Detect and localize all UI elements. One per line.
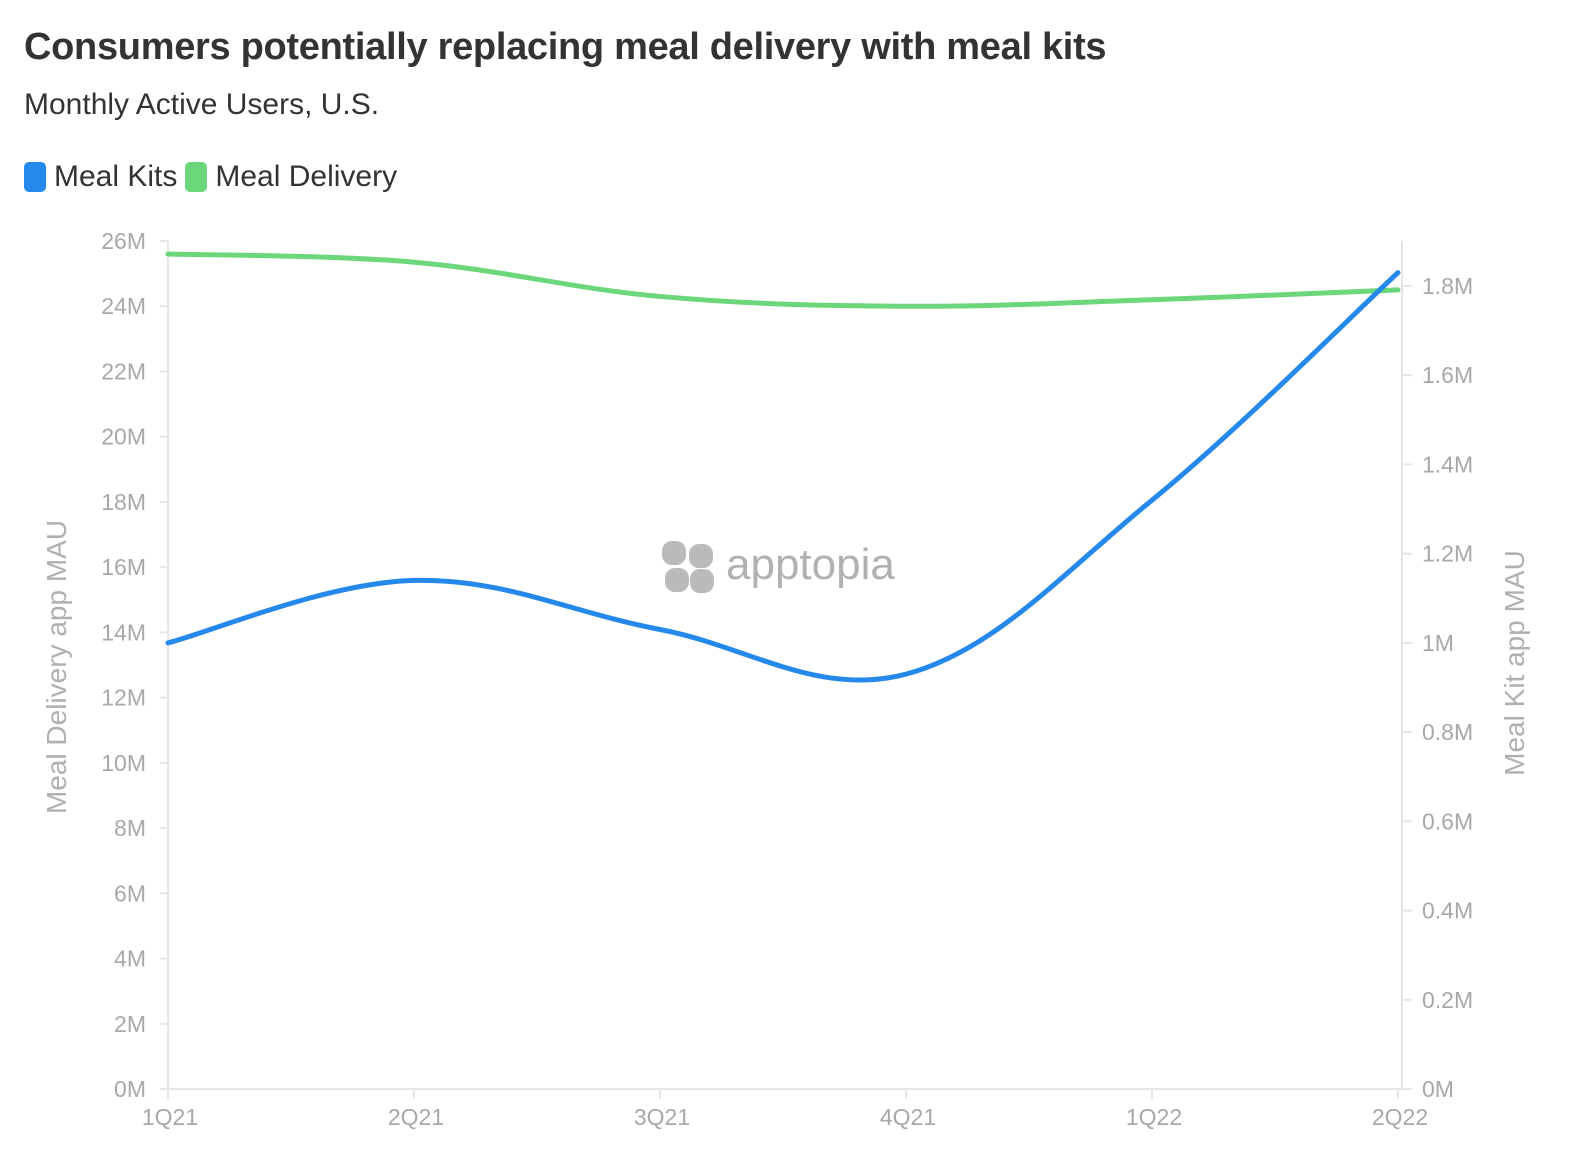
chart-title: Consumers potentially replacing meal del…	[24, 26, 1107, 68]
series-line-meal-delivery[interactable]	[165, 251, 1401, 309]
x-axis-tick-label: 2Q22	[1372, 1104, 1428, 1130]
legend-swatch-meal-delivery	[185, 162, 208, 192]
left-axis-tick-label: 8M	[114, 815, 146, 841]
legend-item-meal-kits[interactable]: Meal Kits	[24, 160, 177, 194]
chart-subtitle: Monthly Active Users, U.S.	[24, 88, 380, 121]
left-axis-tick-label: 24M	[101, 293, 146, 319]
left-axis-title: Meal Delivery app MAU	[41, 520, 72, 814]
x-axis-tick-label: 4Q21	[880, 1104, 936, 1130]
series-line-meal-kits[interactable]	[165, 270, 1401, 683]
left-axis-tick-label: 10M	[101, 750, 146, 776]
right-axis-tick-label: 0.4M	[1422, 898, 1473, 924]
left-axis-tick-label: 2M	[114, 1011, 146, 1037]
right-axis-tick-label: 0.8M	[1422, 719, 1473, 745]
right-axis-tick-label: 0.2M	[1422, 987, 1473, 1013]
legend: Meal Kits Meal Delivery	[24, 160, 405, 194]
left-axis-tick-label: 22M	[101, 358, 146, 384]
right-axis-tick-label: 1M	[1422, 630, 1454, 656]
left-axis-tick-label: 12M	[101, 685, 146, 711]
right-axis-tick-label: 0M	[1422, 1076, 1454, 1102]
x-axis-tick-label: 2Q21	[388, 1104, 444, 1130]
left-axis-tick-label: 16M	[101, 554, 146, 580]
right-axis-title: Meal Kit app MAU	[1499, 550, 1530, 776]
right-axis-tick-label: 1.8M	[1422, 273, 1473, 299]
right-axis-ticks: 0M 0.2M 0.4M 0.6M 0.8M 1M 1.2M 1.4M 1.6M 1.8M	[1402, 273, 1473, 1102]
legend-label-meal-kits: Meal Kits	[54, 160, 178, 193]
apptopia-logo-icon	[662, 541, 714, 593]
left-axis-ticks: 0M 2M 4M 6M 8M 10M 12M 14M 16M 18M 20M 22M 24M 26M	[101, 228, 168, 1102]
left-axis-tick-label: 4M	[114, 946, 146, 972]
legend-swatch-meal-kits	[24, 162, 46, 192]
left-axis-tick-label: 20M	[101, 424, 146, 450]
legend-item-meal-delivery[interactable]: Meal Delivery	[185, 160, 397, 194]
left-axis-tick-label: 14M	[101, 619, 146, 645]
right-axis-tick-label: 1.4M	[1422, 451, 1473, 477]
x-axis-tick-label: 1Q21	[142, 1104, 198, 1130]
right-axis-tick-label: 1.6M	[1422, 362, 1473, 388]
watermark-text: apptopia	[726, 540, 895, 589]
right-axis-tick-label: 0.6M	[1422, 808, 1473, 834]
watermark: apptopia	[662, 540, 895, 593]
legend-label-meal-delivery: Meal Delivery	[215, 160, 398, 193]
x-axis-ticks: 1Q21 2Q21 3Q21 4Q21 1Q22 2Q22	[142, 1089, 1428, 1130]
right-axis-tick-label: 1.2M	[1422, 541, 1473, 567]
left-axis-tick-label: 0M	[114, 1076, 146, 1102]
left-axis-tick-label: 6M	[114, 880, 146, 906]
x-axis-tick-label: 1Q22	[1126, 1104, 1182, 1130]
left-axis-tick-label: 18M	[101, 489, 146, 515]
left-axis-tick-label: 26M	[101, 228, 146, 254]
x-axis-tick-label: 3Q21	[634, 1104, 690, 1130]
